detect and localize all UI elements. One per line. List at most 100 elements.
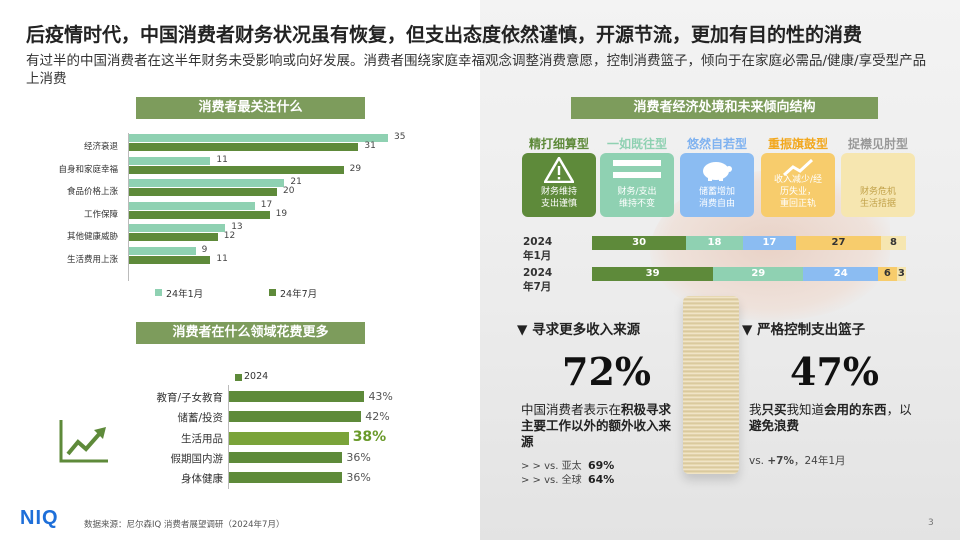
legend-jul-label: 24年7月 bbox=[280, 289, 318, 300]
consumer-type-description: 财务维持 支出谨慎 bbox=[540, 187, 577, 209]
consumer-type-label: 重振旗鼓型 bbox=[767, 137, 828, 151]
spending-bar bbox=[229, 391, 365, 402]
page-subtitle: 有过半的中国消费者在这半年财务未受影响或向好发展。消费者围绕家庭幸福观念调整消费… bbox=[26, 53, 927, 87]
basket-comparison: vs. +7%，24年1月 bbox=[749, 455, 846, 467]
concern-value: 20 bbox=[283, 186, 295, 196]
coin-stack-image bbox=[683, 296, 739, 474]
legend-jan-swatch bbox=[155, 289, 162, 296]
spending-legend-swatch bbox=[235, 374, 242, 381]
legend-jan-label: 24年1月 bbox=[166, 289, 204, 300]
consumer-type-description: 财务/支出 维持不变 bbox=[617, 187, 657, 209]
consumer-type-card: 财务/支出 维持不变 bbox=[600, 153, 674, 217]
basket-percent: 47% bbox=[790, 349, 879, 394]
spending-legend-label: 2024 bbox=[244, 371, 269, 382]
niq-logo: NIQ bbox=[20, 507, 59, 529]
concern-value: 31 bbox=[364, 141, 376, 151]
consumer-type-card: 财务维持 支出谨慎 bbox=[522, 153, 596, 217]
structure-stacked-bar: 39 29 24 6 3 bbox=[592, 267, 906, 281]
concern-bar bbox=[129, 224, 226, 232]
page-title: 后疫情时代，中国消费者财务状况虽有恢复，但支出态度依然谨慎，开源节流，更加有目的… bbox=[26, 24, 863, 46]
structure-segment: 3 bbox=[896, 267, 906, 281]
page-number: 3 bbox=[928, 518, 934, 528]
chart-up-icon bbox=[761, 157, 835, 183]
footer-source: 数据来源：尼尔森IQ 消费者展望调研（2024年7月） bbox=[84, 520, 285, 530]
income-text: 中国消费者表示在积极寻求主要工作以外的额外收入来源 bbox=[521, 402, 672, 449]
concern-bar bbox=[129, 156, 211, 165]
concern-bar bbox=[129, 134, 388, 142]
concern-value: 12 bbox=[223, 231, 236, 241]
structure-stacked-bar: 30 18 17 27 8 bbox=[592, 236, 906, 250]
consumer-type-label: 精打细算型 bbox=[528, 137, 589, 151]
concerns-header: 消费者最关注什么 bbox=[136, 97, 365, 119]
concern-bar bbox=[129, 255, 211, 264]
spending-category: 教育/子女教育 bbox=[156, 392, 223, 404]
spending-value: 43% bbox=[368, 390, 393, 403]
equals-icon bbox=[600, 157, 674, 185]
structure-row-label: 2024年7月 bbox=[523, 267, 553, 293]
structure-segment: 39 bbox=[592, 267, 714, 281]
concern-bar bbox=[129, 179, 285, 187]
concern-category: 工作保障 bbox=[83, 209, 118, 220]
income-vs-global: > > vs. 全球 64% bbox=[521, 473, 615, 486]
spending-value: 38% bbox=[352, 428, 387, 445]
spending-bar bbox=[229, 411, 362, 423]
concern-bar bbox=[129, 233, 218, 241]
spending-value: 42% bbox=[365, 410, 390, 424]
basket-text: 我只买我知道会用的东西，以避免浪费 bbox=[749, 402, 912, 433]
concern-category: 生活费用上涨 bbox=[66, 254, 118, 265]
structure-segment: 29 bbox=[713, 267, 804, 281]
spending-category: 储蓄/投资 bbox=[177, 412, 223, 425]
concern-value: 9 bbox=[201, 244, 208, 255]
consumer-type-card: 储蓄增加 消费自由 bbox=[680, 153, 754, 217]
concern-value: 17 bbox=[260, 199, 273, 210]
consumer-type-label: 一如既往型 bbox=[606, 137, 667, 151]
structure-segment: 17 bbox=[742, 236, 797, 250]
concern-bar bbox=[129, 210, 270, 219]
spending-chart: 教育/子女教育 43% 储蓄/投资 42% 生活用品 38% 假期国内游 36% 身体健康 36% bbox=[0, 385, 480, 495]
concern-value: 29 bbox=[349, 163, 362, 174]
structure-segment: 6 bbox=[878, 267, 897, 281]
structure-row-label: 2024年1月 bbox=[523, 236, 553, 262]
spending-value: 36% bbox=[346, 471, 371, 485]
concern-bar bbox=[129, 246, 196, 255]
consumer-type-card: 财务危机 生活拮据 bbox=[841, 153, 915, 217]
structure-segment: 18 bbox=[686, 236, 743, 250]
legend-jul-swatch bbox=[269, 289, 276, 296]
concern-category: 食品价格上涨 bbox=[66, 187, 118, 197]
concern-value: 13 bbox=[231, 222, 243, 232]
consumer-type-description: 财务危机 生活拮据 bbox=[859, 187, 896, 209]
basket-heading: ▼ 严格控制支出篮子 bbox=[742, 322, 866, 338]
income-heading: ▼ 寻求更多收入来源 bbox=[517, 322, 641, 338]
spending-axis bbox=[228, 385, 229, 489]
concerns-axis bbox=[128, 133, 129, 281]
consumer-type-card: 收入减少/经 历失业， 重回正轨 bbox=[761, 153, 835, 217]
structure-segment: 27 bbox=[796, 236, 881, 250]
spending-bar bbox=[229, 451, 343, 463]
concern-category: 自身和家庭幸福 bbox=[58, 164, 118, 175]
spending-category: 生活用品 bbox=[181, 432, 223, 445]
concern-value: 19 bbox=[275, 208, 288, 219]
warning-icon bbox=[522, 155, 596, 187]
concern-value: 35 bbox=[394, 132, 406, 142]
consumer-type-description: 储蓄增加 消费自由 bbox=[698, 187, 735, 209]
spending-category: 假期国内游 bbox=[170, 452, 224, 465]
concern-category: 其他健康威胁 bbox=[66, 232, 118, 242]
spending-bar bbox=[229, 472, 343, 484]
piggy-bank-icon bbox=[680, 157, 754, 185]
concern-value: 11 bbox=[216, 154, 228, 165]
consumer-type-label: 悠然自若型 bbox=[686, 137, 747, 151]
income-percent: 72% bbox=[562, 349, 651, 394]
concern-value: 11 bbox=[216, 253, 228, 264]
structure-segment: 8 bbox=[880, 236, 906, 250]
structure-header: 消费者经济处境和未来倾向结构 bbox=[571, 97, 878, 119]
structure-segment: 30 bbox=[592, 236, 687, 250]
rising-chart-icon bbox=[58, 418, 110, 464]
spending-value: 36% bbox=[346, 450, 371, 464]
consumer-type-description: 收入减少/经 历失业， 重回正轨 bbox=[773, 175, 823, 209]
consumer-type-label: 捉襟见肘型 bbox=[847, 137, 908, 151]
spending-category: 身体健康 bbox=[181, 473, 223, 486]
concern-bar bbox=[129, 201, 255, 210]
concern-bar bbox=[129, 143, 359, 151]
concern-category: 经济衰退 bbox=[83, 142, 118, 152]
concerns-chart: 经济衰退 35 31 自身和家庭幸福 11 29 食品价格上涨 21 20 工作保障 17 19 其他健… bbox=[0, 125, 480, 305]
